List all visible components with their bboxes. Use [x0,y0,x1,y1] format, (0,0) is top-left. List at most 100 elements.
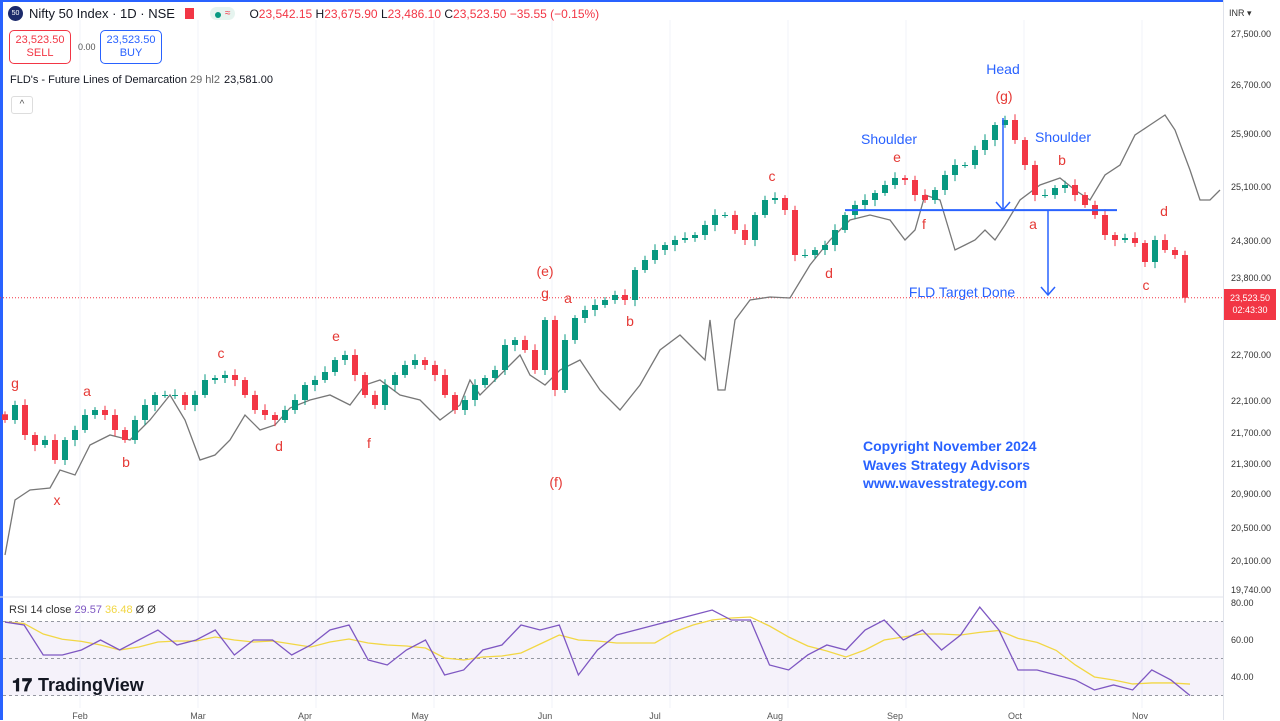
currency-selector[interactable]: INR ▾ [1229,8,1252,18]
month-label: Jul [649,711,661,721]
month-label: Aug [766,711,784,721]
candle [792,205,798,262]
candle [182,392,188,410]
candle [1172,247,1178,259]
flag-icon[interactable] [184,8,194,19]
candle [1112,232,1118,247]
candle [822,240,828,255]
candle [392,372,398,392]
market-status-pill[interactable]: ≈ [209,7,236,20]
sell-label: SELL [26,47,54,59]
sell-price: 23,523.50 [15,34,65,46]
wave-annotation[interactable]: a [564,290,572,306]
symbol-title[interactable]: Nifty 50 Index · 1D · NSE [29,6,175,21]
candle [1142,240,1148,267]
arrow-down-icon[interactable] [1040,210,1056,297]
price-tick: 24,300.00 [1231,236,1272,246]
tradingview-icon: 𝟏𝟕 [12,675,33,695]
candle [352,349,358,382]
rsi-extra: Ø [147,604,156,616]
candle [542,317,548,375]
wave-annotation[interactable]: d [1160,203,1168,219]
price-tick: 27,500.00 [1231,29,1272,39]
candle [932,187,938,204]
wave-annotation[interactable]: (g) [995,88,1013,104]
candle [212,375,218,384]
price-chart[interactable] [0,0,1223,720]
wave-annotation[interactable]: Head [986,61,1020,77]
wave-annotation[interactable]: b [626,313,634,329]
candle [1132,232,1138,247]
candle [772,192,778,204]
wave-annotation[interactable]: d [275,438,283,454]
candle [162,390,168,398]
candle [102,405,108,420]
arrow-down-icon[interactable] [995,118,1011,212]
wave-annotation[interactable]: g [541,285,549,301]
wave-annotation[interactable]: c [768,168,776,184]
buy-button[interactable]: 23,523.50 BUY [100,30,162,64]
candle [142,399,148,425]
sell-button[interactable]: 23,523.50 SELL [9,30,71,64]
candle [532,344,538,374]
wave-annotation[interactable]: x [53,492,61,508]
wave-annotation[interactable]: a [83,383,91,399]
rsi-value: 29.57 [74,604,102,616]
wave-annotation[interactable]: FLD Target Done [908,284,1016,300]
wave-annotation[interactable]: f [922,216,926,232]
candle [172,389,178,399]
wave-annotation[interactable]: a [1029,216,1037,232]
fld-legend[interactable]: FLD's - Future Lines of Demarcation 29 h… [10,74,273,86]
candle [272,412,278,427]
candle [552,315,558,397]
wave-annotation[interactable]: (f) [549,474,563,490]
rsi-ma-line [4,616,1191,685]
candle [692,232,698,242]
last-price: 23,523.50 [1229,293,1271,303]
ohlc-values: O23,542.15 H23,675.90 L23,486.10 C23,523… [249,7,599,21]
wave-annotation[interactable]: Shoulder [860,131,918,147]
wave-annotation[interactable]: d [825,265,833,281]
candle [602,297,608,308]
candle [202,374,208,398]
rsi-ma-value: 36.48 [105,604,133,616]
collapse-legend-button[interactable]: ^ [11,96,33,114]
candle [342,350,348,365]
candle [292,394,298,414]
candle [662,242,668,255]
wave-annotation[interactable]: b [122,454,130,470]
open-value: 23,542.15 [258,6,313,21]
candle [42,435,48,448]
price-axis[interactable]: 27,500.00 26,700.00 25,900.00 25,100.00 24,3… [1223,0,1280,720]
wave-annotation[interactable]: b [1058,152,1066,168]
candle [1052,185,1058,199]
price-tick: 25,100.00 [1231,182,1272,192]
candle [472,379,478,407]
wave-annotation[interactable]: g [11,375,19,391]
wave-annotation[interactable]: Shoulder [1034,129,1092,145]
wave-annotation[interactable]: e [893,149,901,165]
candle [992,122,998,147]
close-label: C [444,6,454,21]
candle [452,392,458,414]
candle [462,395,468,415]
wave-annotation[interactable]: f [367,435,371,451]
rsi-legend[interactable]: RSI 14 close 29.57 36.48 Ø Ø [9,604,156,616]
candle [922,189,928,203]
candle [902,175,908,185]
candle [492,365,498,382]
candle [122,427,128,443]
rsi-tick: 80.00 [1231,598,1254,608]
candle [372,390,378,409]
wave-annotation[interactable]: (e) [536,263,554,279]
high-value: 23,675.90 [324,6,378,21]
copyright-text: Copyright November 2024 Waves Strategy A… [863,437,1037,493]
candle [242,377,248,398]
candle [682,232,688,243]
candle [982,134,988,155]
candle [1162,234,1168,253]
wave-annotation[interactable]: e [332,328,340,344]
wave-annotation[interactable]: c [217,345,225,361]
wave-annotation[interactable]: c [1142,277,1150,293]
symbol-header[interactable]: 50 Nifty 50 Index · 1D · NSE ≈ O23,542.1… [8,6,599,21]
